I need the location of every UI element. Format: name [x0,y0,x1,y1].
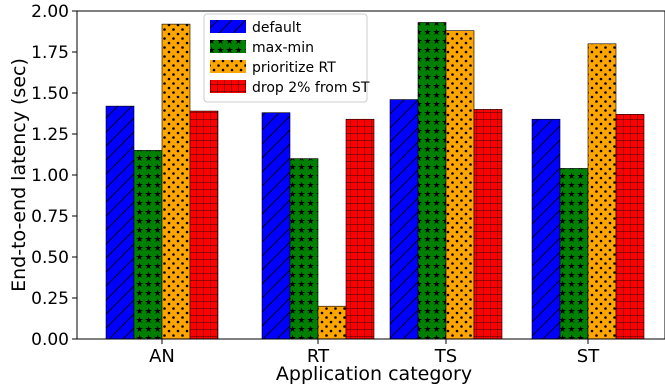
legend: default max-min prioritize RT drop 2% from … [203,13,370,103]
bar-hatch-diagonal [389,99,419,340]
x-axis: AN RT TS ST [149,339,600,367]
bar-hatch-grid [189,110,219,340]
y-tick-label: 2.00 [31,2,69,22]
y-tick-label: 0.25 [31,289,69,309]
x-tick-label-rt: RT [307,346,330,367]
legend-swatch-hatch [210,20,246,33]
legend-label: default [252,20,302,36]
bar-hatch-dots [317,305,347,340]
bar-hatch-stars [289,158,319,340]
bar-hatch-diagonal [531,118,561,340]
y-axis-label: End-to-end latency (sec) [8,58,30,292]
y-tick-label: 0.75 [31,207,69,227]
bar-hatch-dots [445,30,475,340]
legend-swatch-hatch [210,40,246,53]
bar-hatch-stars [133,150,163,340]
x-tick-label-an: AN [149,346,175,367]
bar-hatch-dots [161,23,191,340]
legend-label: max-min [252,40,314,56]
bar-hatch-stars [559,168,589,340]
bar-hatch-diagonal [261,112,291,340]
bar-hatch-diagonal [105,105,135,340]
bar-hatch-grid [473,109,503,340]
bar-hatch-grid [615,114,645,340]
y-axis: 0.00 0.25 0.50 0.75 1.00 1.25 1.50 1.75 2.00 [31,2,77,350]
y-tick-label: 1.25 [31,125,69,145]
bar-hatch-dots [587,43,617,340]
x-axis-label: Application category [276,363,472,385]
y-tick-label: 1.00 [31,166,69,186]
x-tick-label-st: ST [577,346,600,367]
y-tick-label: 1.75 [31,43,69,63]
bar-hatch-stars [417,22,447,340]
y-tick-label: 1.50 [31,84,69,104]
x-tick-label-ts: TS [434,346,457,367]
y-tick-label: 0.50 [31,248,69,268]
legend-swatch-hatch [210,60,246,73]
legend-label: drop 2% from ST [252,80,370,96]
legend-label: prioritize RT [252,60,336,76]
bars-group [105,22,645,340]
bar-hatch-grid [345,118,375,340]
legend-swatch-hatch [210,80,246,93]
y-tick-label: 0.00 [31,330,69,350]
